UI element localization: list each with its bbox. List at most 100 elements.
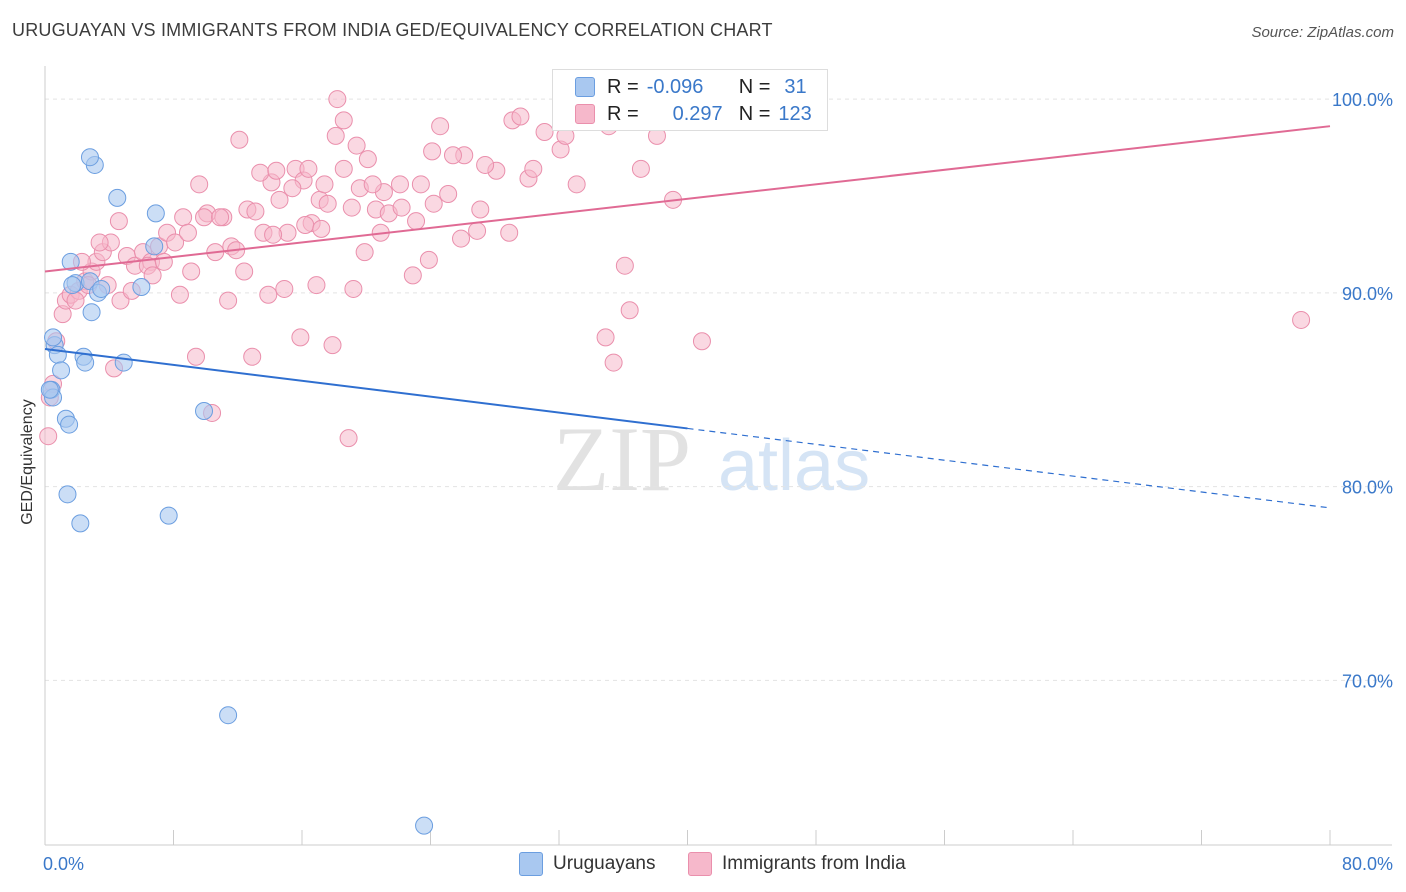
uruguayan-point xyxy=(415,816,434,835)
india-point xyxy=(243,347,262,366)
r-label: R = xyxy=(607,75,639,98)
india-point xyxy=(452,229,471,248)
uruguayan-point xyxy=(40,380,59,399)
india-point xyxy=(323,336,342,355)
india-point xyxy=(500,223,519,242)
india-point xyxy=(1292,310,1311,329)
uruguayan-point xyxy=(80,148,99,167)
uruguayan-trend-line xyxy=(44,348,688,430)
india-point xyxy=(596,328,615,347)
uruguayan-point xyxy=(219,706,238,725)
r-value: 0.297 xyxy=(672,102,723,125)
tick-labels: 70.0% 80.0% 90.0% 100.0% 0.0% 80.0% xyxy=(43,90,1393,874)
y-tick-label: 100.0% xyxy=(1332,90,1393,110)
n-label: N = xyxy=(738,102,771,125)
india-point xyxy=(424,194,443,213)
india-point xyxy=(178,223,197,242)
watermark-zip: ZIP xyxy=(553,408,691,510)
india-point xyxy=(251,163,270,182)
correlation-legend: R = -0.096 N = 31 R = 0.297 N = 123 xyxy=(552,69,828,131)
x-tick-label-min: 0.0% xyxy=(43,854,84,874)
india-point xyxy=(476,155,495,174)
india-point xyxy=(182,262,201,281)
india-point xyxy=(339,429,358,448)
uruguayan-point xyxy=(76,353,95,372)
uruguayan-point xyxy=(61,252,80,271)
india-point xyxy=(270,190,289,209)
india-point xyxy=(355,243,374,262)
uruguayan-point xyxy=(52,361,71,380)
blue-swatch xyxy=(575,77,595,97)
uruguayan-point xyxy=(82,303,101,322)
legend-item-india: Immigrants from India xyxy=(688,851,906,877)
uruguayan-point xyxy=(195,402,214,420)
legend-row-uruguayans: R = -0.096 N = 31 xyxy=(575,74,807,100)
india-point xyxy=(407,212,426,231)
india-point xyxy=(174,208,193,227)
chart-title: URUGUAYAN VS IMMIGRANTS FROM INDIA GED/E… xyxy=(12,20,773,40)
uruguayan-trend-extension xyxy=(687,427,1331,509)
n-label: N = xyxy=(738,75,771,98)
n-value: 31 xyxy=(784,75,807,98)
india-point xyxy=(166,233,185,252)
india-point xyxy=(342,198,361,217)
india-point xyxy=(230,130,249,149)
uruguayan-point xyxy=(132,278,151,296)
india-point xyxy=(567,175,586,194)
india-point xyxy=(318,194,337,213)
india-point xyxy=(347,136,366,155)
india-point xyxy=(326,126,345,145)
uruguayan-point xyxy=(63,276,82,295)
uruguayan-point xyxy=(159,506,178,525)
india-point xyxy=(143,266,162,285)
india-point xyxy=(211,208,230,227)
watermark-atlas: atlas xyxy=(718,426,870,506)
uruguayan-point xyxy=(108,188,127,207)
uruguayan-point xyxy=(44,328,63,347)
legend-label: Immigrants from India xyxy=(722,853,906,874)
uruguayan-point xyxy=(58,485,77,504)
india-point xyxy=(344,279,363,298)
india-point xyxy=(471,200,490,219)
legend-item-uruguayans: Uruguayans xyxy=(519,851,655,877)
india-point xyxy=(283,179,302,198)
india-point xyxy=(419,250,438,269)
india-point xyxy=(39,427,58,446)
india-point xyxy=(291,328,310,347)
india-point xyxy=(392,198,411,217)
india-point xyxy=(195,208,214,227)
y-tick-label: 70.0% xyxy=(1342,671,1393,691)
n-value: 123 xyxy=(778,102,812,125)
pink-legend-swatch xyxy=(688,852,712,876)
india-point xyxy=(190,175,209,194)
uruguayan-point xyxy=(71,514,90,533)
india-point xyxy=(246,202,265,221)
r-label: R = xyxy=(607,102,639,125)
india-point xyxy=(411,175,430,194)
y-tick-label: 80.0% xyxy=(1342,478,1393,498)
india-point xyxy=(235,262,254,281)
india-point xyxy=(275,279,294,298)
x-tick-label-max: 80.0% xyxy=(1342,854,1393,874)
blue-legend-swatch xyxy=(519,852,543,876)
uruguayan-point xyxy=(60,415,79,434)
india-point xyxy=(403,266,422,285)
legend-label: Uruguayans xyxy=(553,853,656,874)
india-point xyxy=(186,347,205,366)
india-point xyxy=(264,225,283,244)
india-points xyxy=(39,90,1311,448)
y-tick-label: 90.0% xyxy=(1342,284,1393,304)
india-point xyxy=(307,276,326,295)
source-label: Source: ZipAtlas.com xyxy=(1251,24,1394,41)
india-point xyxy=(315,175,334,194)
uruguayan-point xyxy=(145,237,164,256)
axes xyxy=(44,66,1392,846)
india-point xyxy=(312,219,331,238)
uruguayan-point xyxy=(114,353,133,372)
india-point xyxy=(296,216,315,234)
trend-lines xyxy=(44,125,1331,509)
india-point xyxy=(154,252,173,271)
india-point xyxy=(511,107,530,126)
india-point xyxy=(468,221,487,240)
